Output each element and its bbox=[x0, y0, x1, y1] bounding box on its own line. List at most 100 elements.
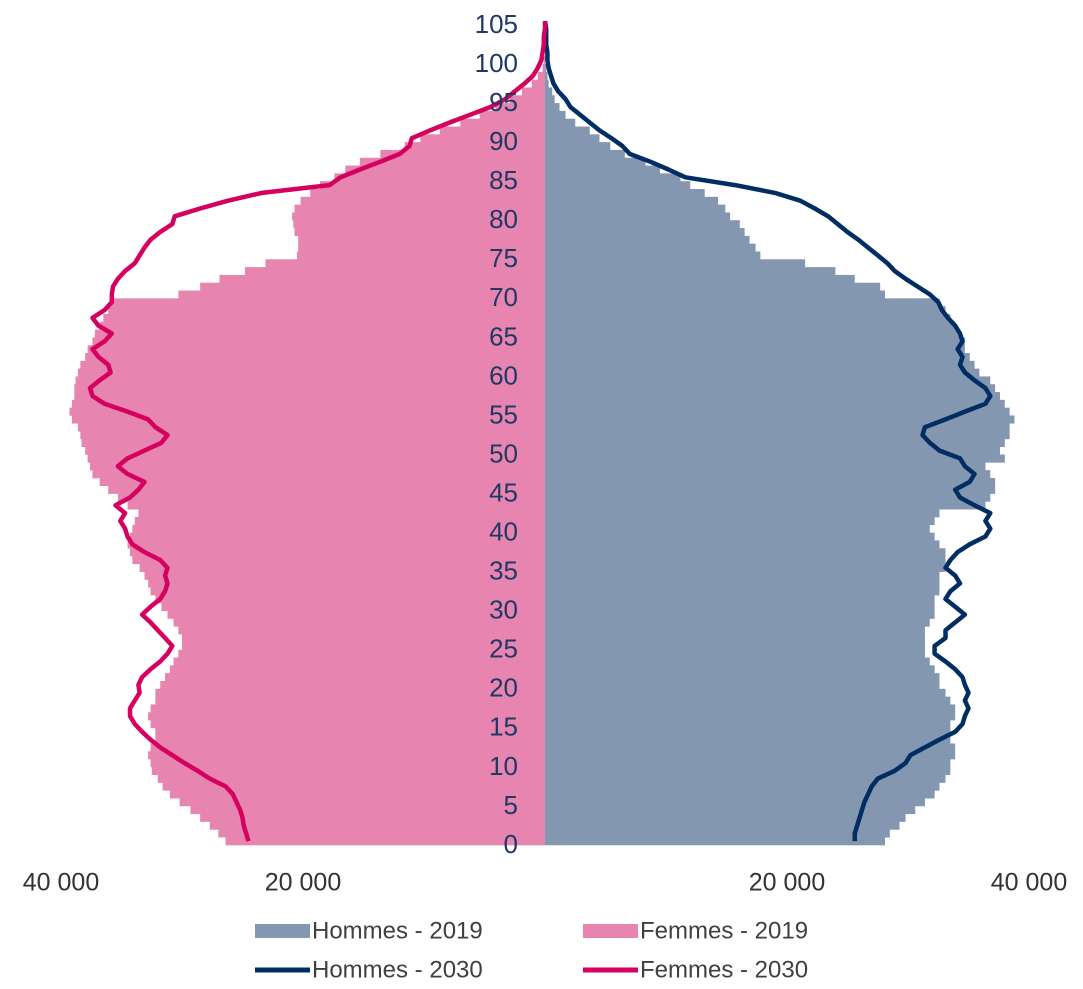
bar bbox=[81, 438, 545, 448]
bar bbox=[244, 267, 546, 276]
bar bbox=[545, 618, 930, 627]
bar bbox=[545, 657, 930, 666]
bar bbox=[545, 602, 935, 612]
bar bbox=[545, 681, 940, 690]
bar bbox=[165, 673, 545, 682]
bar bbox=[545, 805, 916, 815]
bar bbox=[545, 87, 553, 96]
bar bbox=[545, 649, 925, 658]
bar bbox=[148, 712, 545, 721]
bar bbox=[545, 470, 991, 479]
bar bbox=[129, 548, 545, 557]
bar bbox=[132, 524, 545, 533]
bar bbox=[545, 220, 740, 229]
y-tick-label: 100 bbox=[475, 48, 518, 78]
y-tick-label: 45 bbox=[489, 477, 518, 507]
legend-label: Femmes - 2030 bbox=[640, 956, 808, 983]
bar bbox=[225, 837, 545, 846]
bar bbox=[138, 509, 545, 518]
bar bbox=[298, 235, 545, 244]
y-tick-label: 75 bbox=[489, 243, 518, 273]
bar bbox=[219, 274, 545, 284]
bar bbox=[495, 103, 545, 112]
bar bbox=[155, 735, 545, 744]
bar bbox=[150, 759, 546, 768]
bar bbox=[200, 813, 545, 822]
bar bbox=[150, 720, 546, 729]
bar bbox=[545, 243, 756, 252]
bar bbox=[179, 798, 545, 807]
bar bbox=[545, 353, 970, 362]
bar bbox=[132, 556, 545, 565]
bar bbox=[545, 376, 991, 385]
bar bbox=[545, 399, 1005, 408]
y-tick-label: 25 bbox=[489, 634, 518, 664]
bar bbox=[155, 727, 545, 736]
bar bbox=[545, 384, 996, 393]
bar bbox=[85, 446, 545, 455]
legend-swatch bbox=[255, 924, 310, 938]
bar bbox=[103, 313, 545, 323]
bar bbox=[545, 103, 560, 112]
bar bbox=[509, 95, 545, 104]
bar bbox=[545, 556, 946, 565]
y-tick-label: 90 bbox=[489, 126, 518, 156]
bar bbox=[545, 798, 925, 807]
bar bbox=[545, 204, 726, 213]
bar bbox=[545, 610, 935, 619]
bar bbox=[190, 805, 545, 815]
bar bbox=[545, 587, 940, 596]
bar bbox=[310, 189, 545, 198]
bar bbox=[178, 626, 545, 635]
bar bbox=[545, 524, 930, 533]
bar bbox=[94, 329, 545, 338]
bar bbox=[108, 306, 545, 315]
bar bbox=[160, 681, 545, 690]
y-tick-label: 55 bbox=[489, 399, 518, 429]
bar bbox=[545, 181, 691, 190]
bar bbox=[545, 673, 940, 682]
bar bbox=[420, 134, 545, 143]
bar bbox=[265, 259, 545, 268]
bar bbox=[99, 477, 545, 487]
bar bbox=[148, 751, 545, 760]
bar bbox=[545, 735, 951, 744]
bar bbox=[545, 712, 956, 721]
bar bbox=[545, 446, 1000, 455]
legend-label: Hommes - 2030 bbox=[312, 956, 483, 983]
bar bbox=[151, 766, 545, 776]
bar bbox=[127, 501, 546, 510]
x-tick-label: 40 000 bbox=[991, 869, 1067, 897]
bar bbox=[545, 431, 1010, 440]
bar bbox=[359, 157, 545, 166]
bar bbox=[80, 360, 546, 369]
bar bbox=[545, 79, 549, 88]
bar bbox=[545, 345, 965, 354]
bar bbox=[545, 720, 951, 729]
y-tick-label: 20 bbox=[489, 673, 518, 703]
bar bbox=[85, 353, 545, 362]
bar bbox=[319, 181, 545, 190]
y-tick-label: 105 bbox=[475, 9, 518, 39]
bar bbox=[167, 610, 546, 619]
bar bbox=[169, 665, 545, 674]
bar bbox=[545, 282, 881, 291]
bar bbox=[182, 634, 545, 643]
bar bbox=[71, 415, 545, 424]
bar bbox=[537, 71, 545, 80]
bar bbox=[545, 149, 625, 159]
bar bbox=[157, 774, 546, 783]
bar bbox=[92, 470, 546, 479]
y-tick-label: 95 bbox=[489, 87, 518, 117]
bar bbox=[545, 157, 646, 166]
bar bbox=[545, 837, 886, 846]
bar bbox=[545, 696, 951, 705]
bar bbox=[545, 751, 956, 760]
bar bbox=[92, 337, 546, 346]
bar bbox=[545, 641, 925, 651]
bar bbox=[545, 407, 1010, 416]
bar bbox=[439, 126, 545, 135]
y-tick-label: 0 bbox=[504, 829, 518, 859]
bars bbox=[69, 56, 1015, 846]
